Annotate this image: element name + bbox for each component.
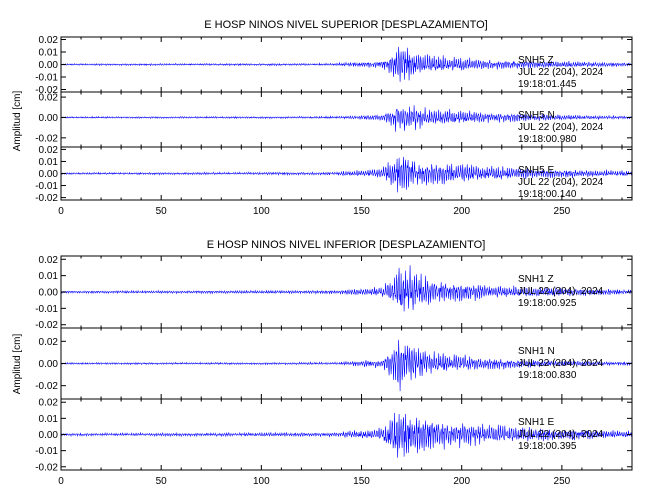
x-tick-label: 0 <box>58 206 64 217</box>
station-time: 19:18:01.445 <box>518 79 577 90</box>
upper-figure-title: E HOSP NINOS NIVEL SUPERIOR [DESPLAZAMIE… <box>204 19 487 31</box>
waveform-trace <box>60 46 633 82</box>
x-tick-label: 150 <box>353 476 370 487</box>
station-date: JUL 22 (204), 2024 <box>518 286 604 297</box>
x-tick-label: 150 <box>353 206 370 217</box>
y-tick-label: -0.01 <box>35 181 58 192</box>
y-tick-label: 0.00 <box>39 288 59 299</box>
y-tick-label: -0.02 <box>35 320 58 331</box>
lower-figure-title: E HOSP NINOS NIVEL INFERIOR [DESPLAZAMIE… <box>207 239 486 251</box>
station-label: SNH5 E <box>518 165 554 176</box>
upper-y-axis-label: Amplitud [cm] <box>12 90 23 151</box>
y-tick-label: -0.02 <box>35 133 58 144</box>
station-time: 19:18:00.925 <box>518 298 577 309</box>
station-label: SNH1 N <box>518 346 555 357</box>
y-tick-label: -0.02 <box>35 381 58 392</box>
station-date: JUL 22 (204), 2024 <box>518 429 604 440</box>
waveform-trace <box>60 156 633 193</box>
y-tick-label: 0.00 <box>39 60 59 71</box>
lower-y-axis-label: Amplitud [cm] <box>12 333 23 394</box>
y-tick-label: 0.01 <box>39 271 59 282</box>
y-tick-label: -0.01 <box>35 304 58 315</box>
waveform-trace <box>60 412 633 458</box>
x-tick-label: 200 <box>453 476 470 487</box>
x-tick-label: 250 <box>554 476 571 487</box>
y-tick-label: 0.00 <box>39 169 59 180</box>
lower-figure: E HOSP NINOS NIVEL INFERIOR [DESPLAZAMIE… <box>12 239 633 487</box>
y-tick-label: 0.00 <box>39 359 59 370</box>
station-time: 19:18:00.395 <box>518 441 577 452</box>
y-tick-label: 0.02 <box>39 398 59 409</box>
y-tick-label: 0.02 <box>39 337 59 348</box>
y-tick-label: 0.02 <box>39 35 59 46</box>
y-tick-label: -0.02 <box>35 193 58 204</box>
y-tick-label: 0.01 <box>39 157 59 168</box>
station-label: SNH5 Z <box>518 55 554 66</box>
x-tick-label: 0 <box>58 476 64 487</box>
y-tick-label: 0.01 <box>39 414 59 425</box>
station-time: 19:18:00.830 <box>518 370 577 381</box>
station-date: JUL 22 (204), 2024 <box>518 122 604 133</box>
waveform-trace <box>60 339 633 392</box>
x-tick-label: 50 <box>156 206 168 217</box>
y-tick-label: 0.01 <box>39 48 59 59</box>
y-tick-label: 0.00 <box>39 113 59 124</box>
station-time: 19:18:00.140 <box>518 189 577 200</box>
y-tick-label: 0.02 <box>39 93 59 104</box>
station-label: SNH5 N <box>518 110 555 121</box>
y-tick-label: -0.02 <box>35 462 58 473</box>
upper-figure: E HOSP NINOS NIVEL SUPERIOR [DESPLAZAMIE… <box>12 19 633 217</box>
station-label: SNH1 Z <box>518 274 554 285</box>
station-date: JUL 22 (204), 2024 <box>518 177 604 188</box>
y-tick-label: 0.02 <box>39 145 59 156</box>
station-label: SNH1 E <box>518 417 554 428</box>
y-tick-label: -0.01 <box>35 446 58 457</box>
waveform-trace <box>60 265 633 312</box>
y-tick-label: 0.02 <box>39 255 59 266</box>
y-tick-label: -0.01 <box>35 73 58 84</box>
y-tick-label: 0.00 <box>39 430 59 441</box>
x-tick-label: 250 <box>554 206 571 217</box>
station-date: JUL 22 (204), 2024 <box>518 358 604 369</box>
waveform-trace <box>60 105 633 132</box>
x-tick-label: 100 <box>253 206 270 217</box>
y-tick-label: -0.02 <box>35 85 58 96</box>
x-tick-label: 50 <box>156 476 168 487</box>
x-tick-label: 200 <box>453 206 470 217</box>
x-tick-label: 100 <box>253 476 270 487</box>
station-date: JUL 22 (204), 2024 <box>518 67 604 78</box>
station-time: 19:18:00.980 <box>518 134 577 145</box>
